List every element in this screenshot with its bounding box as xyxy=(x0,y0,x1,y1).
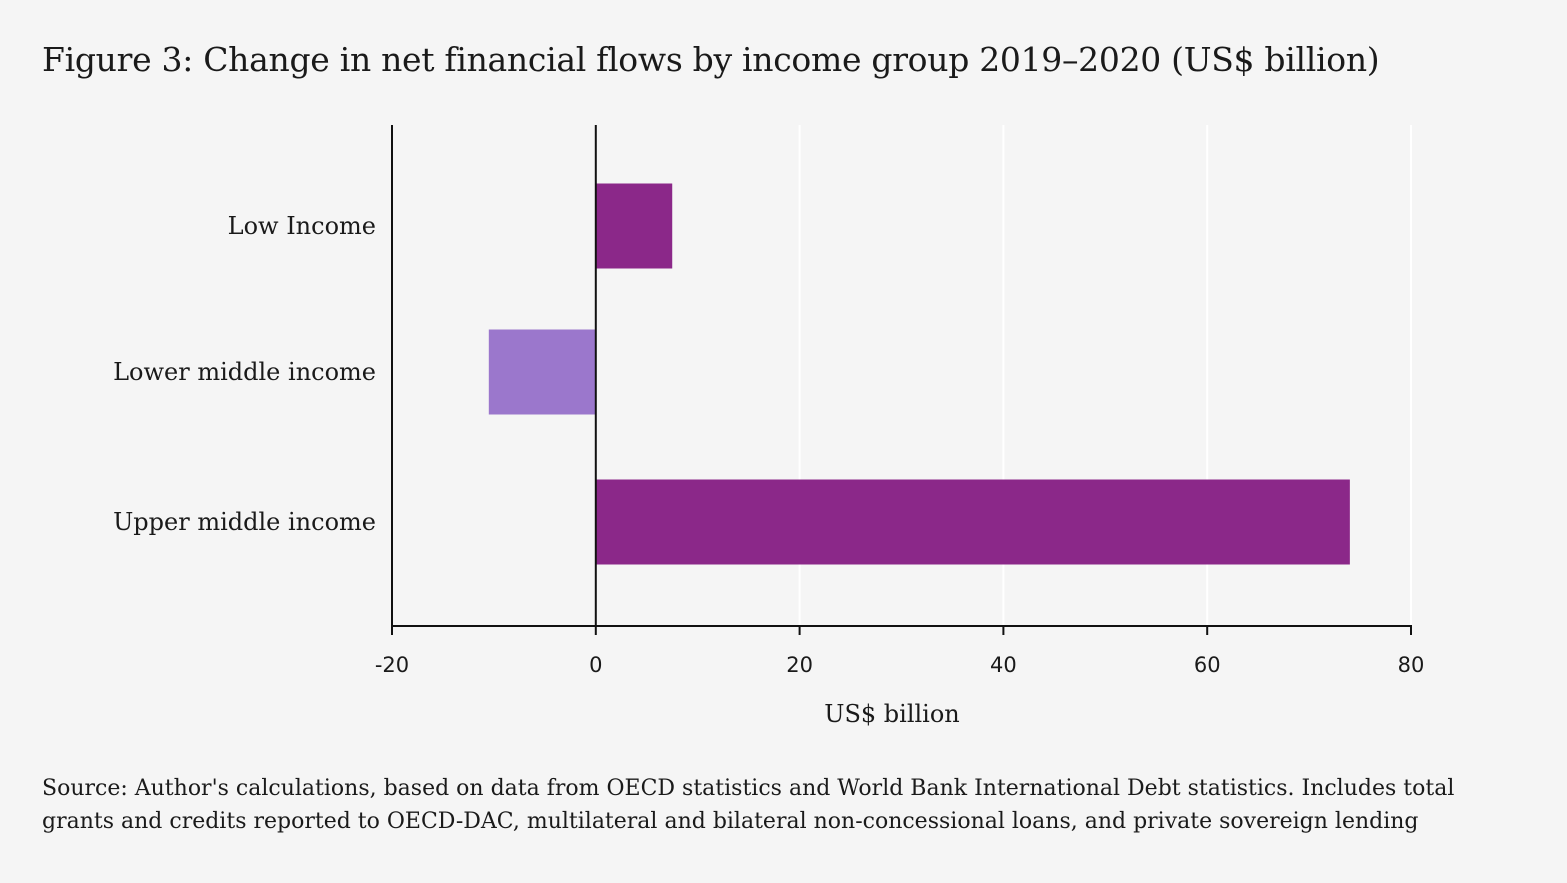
source-note: Source: Author's calculations, based on … xyxy=(42,776,1455,834)
x-tick-label: 20 xyxy=(786,653,813,677)
x-tick-label: -20 xyxy=(375,653,409,677)
category-label: Lower middle income xyxy=(113,358,376,386)
axes xyxy=(391,125,1412,635)
bar-lower-middle-income xyxy=(488,329,596,415)
category-label: Upper middle income xyxy=(113,508,376,536)
x-axis-title: US$ billion xyxy=(824,700,960,728)
bars xyxy=(488,183,1350,565)
x-tick-label: 0 xyxy=(589,653,602,677)
category-label: Low Income xyxy=(228,212,376,240)
x-tick-label: 80 xyxy=(1398,653,1425,677)
bar-low-income xyxy=(595,183,673,269)
labels: Low Income Lower middle income Upper middl… xyxy=(113,212,1424,728)
chart-title: Figure 3: Change in net financial flows … xyxy=(42,40,1380,79)
bar-upper-middle-income xyxy=(595,479,1350,565)
x-tick-label: 40 xyxy=(990,653,1017,677)
x-tick-label: 60 xyxy=(1194,653,1221,677)
